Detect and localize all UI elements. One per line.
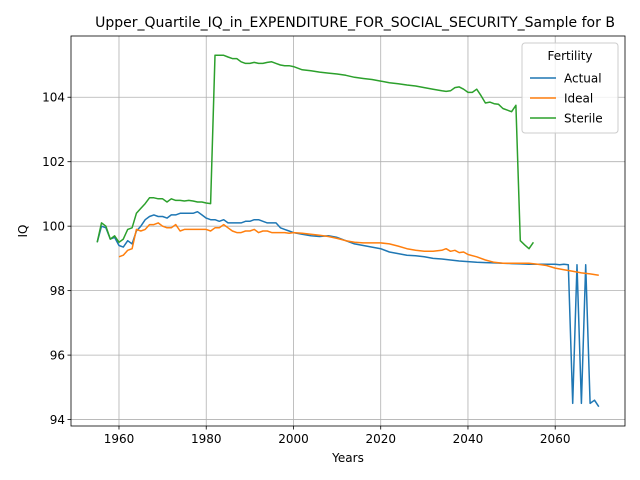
y-tick-label: 94	[50, 413, 65, 427]
series-line-ideal	[118, 222, 599, 276]
y-tick-label: 96	[50, 348, 65, 362]
x-tick-label: 1960	[104, 432, 135, 446]
legend-label-ideal: Ideal	[564, 91, 593, 105]
y-tick-label: 100	[42, 219, 65, 233]
plot-area-frame	[70, 35, 626, 427]
y-tick-label: 98	[50, 284, 65, 298]
legend-box	[521, 42, 619, 134]
y-tick-label: 102	[42, 155, 65, 169]
y-tick-label: 104	[42, 91, 65, 105]
y-axis-label: IQ	[16, 225, 30, 238]
x-tick-label: 2000	[278, 432, 309, 446]
series-lines	[96, 54, 600, 408]
grid	[71, 36, 625, 426]
legend-label-actual: Actual	[564, 71, 602, 85]
x-tick-label: 1980	[191, 432, 222, 446]
x-tick-label: 2020	[365, 432, 396, 446]
legend-label-sterile: Sterile	[564, 111, 603, 125]
axis-ticks: 1960 1980 2000 2020 2040 2060 94 96 98 100 102 104	[42, 91, 570, 446]
legend: Fertility Actual Ideal Sterile	[521, 42, 619, 134]
chart-title: Upper_Quartile_IQ_in_EXPENDITURE_FOR_SOC…	[95, 15, 615, 31]
x-tick-label: 2040	[453, 432, 484, 446]
series-line-sterile	[96, 54, 535, 250]
x-axis-label: Years	[331, 451, 364, 465]
legend-title: Fertility	[547, 49, 592, 63]
x-tick-label: 2060	[540, 432, 571, 446]
